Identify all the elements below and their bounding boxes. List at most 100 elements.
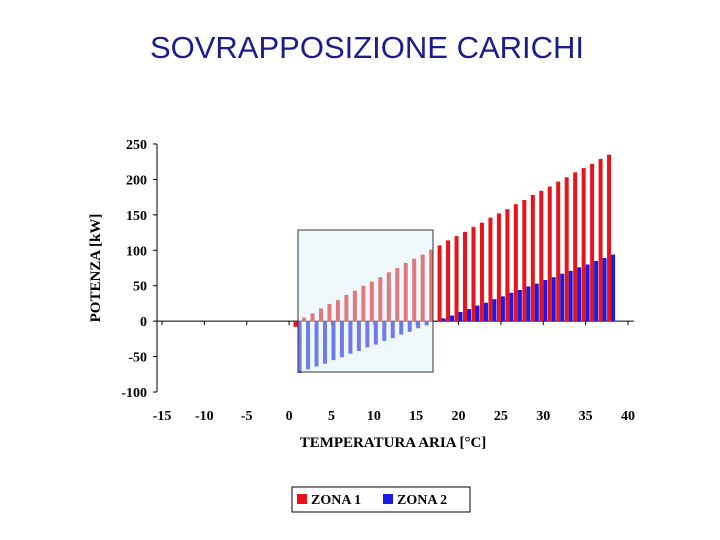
legend-swatch	[297, 494, 307, 504]
bar	[581, 168, 586, 322]
legend-swatch	[383, 494, 393, 504]
bar	[492, 299, 497, 322]
legend-label: ZONA 1	[311, 493, 361, 508]
x-tick-label: 30	[536, 409, 550, 424]
chart-title: SOVRAPPOSIZIONE CARICHI	[150, 30, 584, 65]
bar	[450, 315, 455, 322]
bar	[441, 318, 446, 322]
bar	[530, 195, 535, 322]
bar	[607, 154, 612, 322]
bar	[412, 258, 417, 322]
x-tick-label: -10	[195, 409, 214, 424]
x-tick-label: 25	[494, 409, 508, 424]
bar	[327, 304, 332, 322]
bar	[590, 163, 595, 322]
bar	[378, 277, 383, 322]
bar	[598, 158, 603, 322]
bar	[335, 299, 340, 322]
bar	[547, 186, 552, 322]
bar	[420, 254, 425, 322]
bar	[556, 181, 561, 322]
bar	[344, 294, 349, 322]
bar	[505, 209, 510, 322]
bar	[496, 213, 501, 322]
y-tick-label: 50	[133, 280, 147, 295]
bar	[416, 321, 421, 329]
bar	[594, 260, 599, 322]
bar	[348, 321, 353, 354]
bar	[573, 172, 578, 322]
bar	[454, 236, 459, 322]
bar	[539, 190, 544, 322]
bar	[310, 313, 315, 322]
x-tick-label: 15	[409, 409, 423, 424]
x-tick-label: -5	[241, 409, 253, 424]
bar	[526, 286, 531, 322]
bar	[543, 280, 548, 322]
bar	[564, 177, 569, 322]
bar	[331, 321, 336, 361]
bar	[509, 292, 514, 322]
bar	[424, 321, 429, 326]
bar	[403, 263, 408, 322]
bar	[500, 296, 505, 322]
bar	[390, 321, 395, 339]
bar	[352, 290, 357, 322]
highlight-box	[297, 229, 434, 373]
bar	[463, 231, 468, 322]
legend-box	[291, 486, 471, 513]
bar	[407, 321, 412, 332]
y-tick-label: -50	[128, 351, 147, 366]
bar	[513, 204, 518, 322]
bar	[458, 311, 463, 322]
x-tick-label: 5	[328, 409, 335, 424]
bar	[361, 285, 366, 322]
y-tick-label: 150	[126, 209, 147, 224]
bar	[297, 321, 302, 373]
bar	[356, 321, 361, 351]
bar	[467, 309, 472, 322]
bar	[602, 258, 607, 322]
bar	[585, 264, 590, 322]
bar	[611, 254, 616, 322]
x-axis-label: TEMPERATURA ARIA [°C]	[300, 435, 487, 451]
x-tick-label: 0	[286, 409, 293, 424]
x-tick-label: 40	[621, 409, 635, 424]
x-tick-label: 10	[367, 409, 381, 424]
bar	[433, 321, 438, 322]
bar	[483, 302, 488, 322]
x-tick-label: -15	[153, 409, 172, 424]
y-tick-label: 0	[140, 315, 147, 330]
bar	[386, 272, 391, 322]
bar	[322, 321, 327, 364]
bar	[318, 308, 323, 322]
bar	[369, 281, 374, 322]
bar	[339, 321, 344, 358]
bar	[577, 267, 582, 322]
bar	[475, 305, 480, 322]
bar	[437, 245, 442, 322]
bar	[302, 317, 307, 322]
bar	[522, 199, 527, 322]
bar	[488, 217, 493, 322]
bar	[551, 277, 556, 322]
y-tick-label: -100	[121, 386, 147, 401]
bar	[314, 321, 319, 367]
bar	[395, 268, 400, 322]
bar	[306, 321, 311, 370]
x-tick-label: 20	[452, 409, 466, 424]
bar	[382, 321, 387, 341]
bar	[365, 321, 370, 348]
bar	[471, 226, 476, 322]
bar	[429, 249, 434, 322]
y-tick-label: 200	[126, 173, 147, 188]
y-tick-label: 100	[126, 244, 147, 259]
bar	[568, 270, 573, 322]
bar	[446, 240, 451, 322]
legend-label: ZONA 2	[397, 493, 447, 508]
bar	[479, 222, 484, 322]
bar	[293, 321, 298, 327]
bar	[517, 289, 522, 322]
bar	[560, 273, 565, 322]
